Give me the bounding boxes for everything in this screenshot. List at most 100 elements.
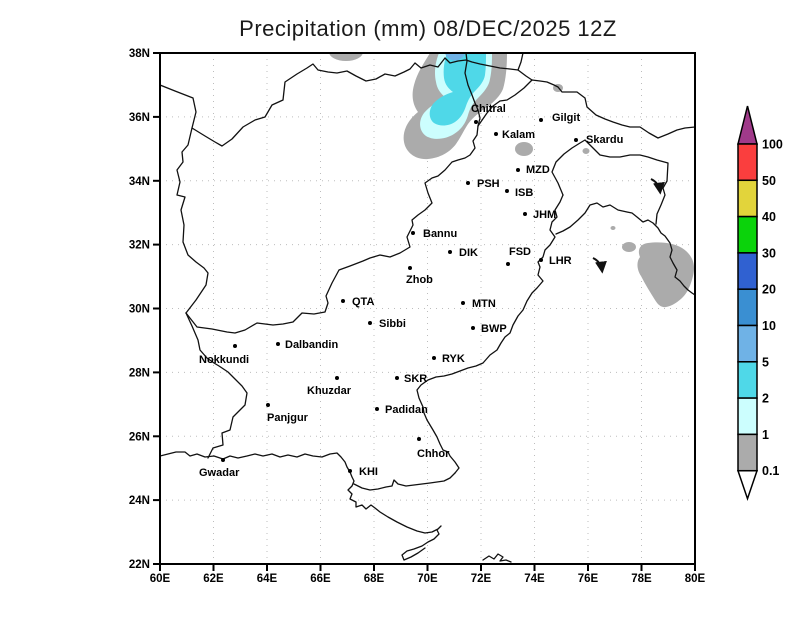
y-tick-label: 26N [129, 431, 150, 443]
city-dot-nokkundi [233, 344, 237, 348]
colorbar-band [737, 288, 758, 327]
city-dot-lhr [539, 258, 543, 262]
colorbar-arrow-above-max [737, 105, 758, 145]
x-tick-label: 68E [364, 573, 385, 585]
precip-region-northwest-patch-0.1-1 [329, 53, 363, 61]
y-tick-label: 22N [129, 559, 150, 571]
colorbar-band [737, 397, 758, 436]
border-coastline-path [160, 451, 442, 561]
colorbar-label: 50 [762, 174, 776, 188]
country-borders [160, 53, 695, 563]
city-label-khuzdar: Khuzdar [307, 385, 352, 397]
city-dot-ryk [432, 356, 436, 360]
city-label-zhob: Zhob [406, 274, 433, 286]
border-coastline-path [185, 312, 248, 459]
city-dot-gwadar [221, 458, 225, 462]
precip-shading [329, 53, 695, 308]
x-tick-label: 62E [203, 573, 224, 585]
city-label-qta: QTA [352, 296, 374, 308]
border-coastline-path [551, 139, 669, 225]
border-coastline-path [416, 194, 564, 474]
colorbar-label: 40 [762, 210, 776, 224]
colorbar-band [737, 143, 758, 182]
x-tick-label: 76E [578, 573, 599, 585]
city-dot-mtn [461, 301, 465, 305]
city-label-dalbandin: Dalbandin [285, 339, 338, 351]
city-label-psh: PSH [477, 178, 500, 190]
city-dot-chhor [417, 437, 421, 441]
y-tick-label: 30N [129, 304, 150, 316]
colorbar-band [737, 215, 758, 254]
y-tick-label: 34N [129, 176, 150, 188]
x-tick-label: 70E [417, 573, 438, 585]
border-coastline-path [176, 127, 209, 314]
city-dot-bwp [471, 326, 475, 330]
city-dot-skardu [574, 138, 578, 142]
city-label-jhm: JHM [533, 209, 556, 221]
colorbar-band [737, 433, 758, 472]
x-tick-label: 74E [524, 573, 545, 585]
border-coastline-path [477, 79, 533, 127]
city-label-gilgit: Gilgit [552, 112, 580, 124]
city-label-sibbi: Sibbi [379, 318, 406, 330]
city-dot-kalam [494, 132, 498, 136]
border-coastline-path [517, 53, 524, 71]
precip-region-kalam-patch-0.1-1 [515, 142, 533, 156]
border-coastline-path [531, 79, 695, 139]
city-label-bwp: BWP [481, 323, 507, 335]
city-label-panjgur: Panjgur [267, 412, 309, 424]
city-label-padidan: Padidan [385, 404, 428, 416]
border-coastline-path [353, 472, 456, 491]
city-dot-gilgit [539, 118, 543, 122]
border-coastline-path [555, 202, 695, 296]
city-dot-chitral [474, 120, 478, 124]
city-label-nokkundi: Nokkundi [199, 354, 249, 366]
y-tick-label: 36N [129, 112, 150, 124]
border-coastline-path [160, 57, 533, 147]
city-dot-mzd [516, 168, 520, 172]
city-label-kalam: Kalam [502, 129, 535, 141]
colorbar-label: 2 [762, 392, 769, 406]
x-tick-label: 78E [631, 573, 652, 585]
plot-title: Precipitation (mm) 08/DEC/2025 12Z [239, 16, 617, 41]
city-label-lhr: LHR [549, 255, 572, 267]
colorbar-arrow-below-min [736, 469, 759, 502]
border-coastline-path [482, 553, 512, 563]
city-label-bannu: Bannu [423, 228, 457, 240]
x-tick-label: 60E [150, 573, 171, 585]
city-label-fsd: FSD [509, 246, 531, 258]
city-label-chhor: Chhor [417, 448, 450, 460]
axis-ticks [153, 52, 696, 571]
city-label-skardu: Skardu [586, 134, 623, 146]
city-label-mtn: MTN [472, 298, 496, 310]
city-dot-bannu [411, 231, 415, 235]
y-tick-label: 24N [129, 495, 150, 507]
colorbar-band [737, 179, 758, 218]
city-dot-padidan [375, 407, 379, 411]
city-dot-dik [448, 250, 452, 254]
colorbar-band [737, 324, 758, 363]
city-dot-isb [505, 189, 509, 193]
city-dot-khi [348, 469, 352, 473]
x-tick-label: 64E [257, 573, 278, 585]
colorbar-label: 30 [762, 246, 776, 260]
y-tick-label: 32N [129, 240, 150, 252]
precip-region-ladakh-small-0.1-1 [622, 242, 636, 252]
city-label-mzd: MZD [526, 164, 550, 176]
colorbar-label: 1 [762, 428, 769, 442]
colorbar-label: 20 [762, 283, 776, 297]
arrow-east-of-lahore [592, 257, 607, 274]
colorbar-band [737, 252, 758, 290]
city-label-khi: KHI [359, 466, 378, 478]
precip-region-hindukush-system-2-5 [429, 53, 486, 126]
city-dot-dalbandin [276, 342, 280, 346]
city-dot-khuzdar [335, 376, 339, 380]
city-label-isb: ISB [515, 187, 533, 199]
city-label-skr: SKR [404, 373, 427, 385]
x-tick-label: 72E [471, 573, 492, 585]
colorbar-label: 0.1 [762, 464, 779, 478]
colorbar-band [737, 361, 758, 399]
city-label-gwadar: Gwadar [199, 467, 240, 479]
